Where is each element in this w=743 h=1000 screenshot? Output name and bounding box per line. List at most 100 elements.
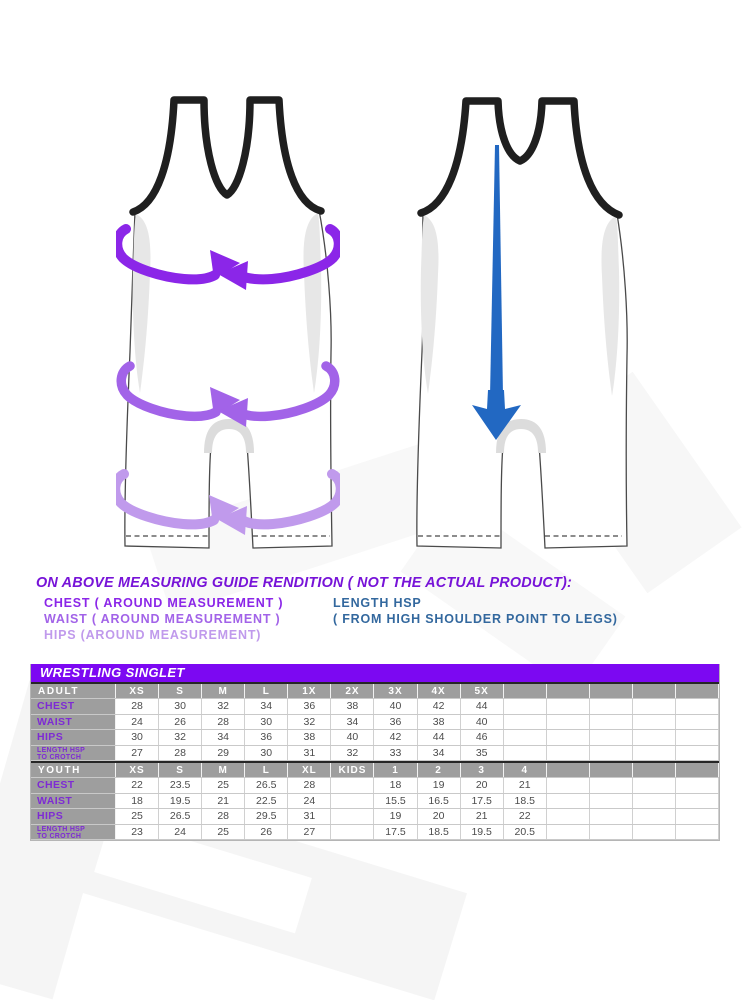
size-value-cell: 26.5 [245,778,289,793]
size-column-header: 2X [331,684,375,698]
size-column-header [676,684,720,698]
size-value-cell: 22.5 [245,793,289,808]
size-value-cell [547,714,590,729]
size-value-cell [633,714,677,729]
size-value-cell: 23.5 [159,778,203,793]
size-value-cell: 28 [202,809,246,824]
size-value-cell: 18 [374,778,418,793]
singlet-back-shade-left [420,215,439,394]
size-value-cell: 29 [202,745,246,760]
size-value-cell [590,778,633,793]
size-column-header [546,763,590,777]
measurement-label: CHEST [31,699,116,714]
size-value-cell: 32 [331,745,375,760]
size-value-cell [676,824,720,839]
size-value-cell: 20 [418,809,461,824]
size-value-cell: 27 [288,824,332,839]
size-value-cell: 31 [288,745,332,760]
section-header-row: ADULT XS S M L 1X 2X 3X 4X 5X [31,682,720,699]
measurement-label: LENGTH HSP TO CROTCH [31,745,116,760]
singlet-front-shade-left [132,214,151,393]
size-value-cell: 27 [116,745,160,760]
guide-heading: ON ABOVE MEASURING GUIDE RENDITION ( NOT… [36,574,572,591]
size-value-cell [676,699,720,714]
size-value-cell [504,699,547,714]
size-value-cell: 30 [245,745,289,760]
size-column-header: KIDS [331,763,375,777]
size-value-cell: 33 [374,745,418,760]
size-value-cell [633,809,677,824]
hips-legend-label: HIPS (AROUND MEASUREMENT) [44,628,262,642]
size-value-cell: 28 [202,714,246,729]
size-value-cell [547,745,590,760]
size-value-cell: 44 [418,730,461,745]
size-value-cell [547,793,590,808]
size-value-cell: 18.5 [418,824,461,839]
size-value-cell: 24 [288,793,332,808]
size-value-cell: 46 [461,730,504,745]
size-value-cell: 34 [418,745,461,760]
size-column-header [632,684,677,698]
size-value-cell [331,824,375,839]
size-value-cell [590,730,633,745]
size-value-cell: 40 [374,699,418,714]
size-column-header: 4X [417,684,461,698]
size-value-cell: 34 [331,714,375,729]
size-column-header: 4 [503,763,547,777]
size-value-cell [676,809,720,824]
singlet-back-diagram [416,97,628,549]
size-column-header: S [159,763,203,777]
size-column-header: 3 [460,763,504,777]
size-value-cell [676,745,720,760]
size-value-cell: 31 [288,809,332,824]
section-name: YOUTH [31,763,116,777]
size-value-cell: 24 [159,824,203,839]
singlet-front-diagram [116,96,340,549]
size-value-cell [676,778,720,793]
size-value-cell: 18 [116,793,160,808]
size-guide-page: { "colors": { "chest_arrow": "#8b26e8", … [30,96,720,841]
size-value-cell: 36 [374,714,418,729]
singlet-front-shade-right [303,213,322,393]
size-value-cell: 34 [202,730,246,745]
size-column-header: L [245,763,289,777]
size-value-cell: 40 [461,714,504,729]
size-value-cell [676,730,720,745]
size-column-header [503,684,547,698]
length-hsp-arrow [472,145,521,440]
size-column-header [589,763,633,777]
size-value-cell [633,778,677,793]
size-value-cell [331,809,375,824]
size-value-cell: 40 [331,730,375,745]
size-value-cell: 20.5 [504,824,547,839]
size-value-cell: 30 [245,714,289,729]
size-value-cell: 19 [418,778,461,793]
measurement-row: LENGTH HSP TO CROTCH 23 24 25 26 27 17.5 18.5 19… [31,824,720,840]
size-chart-title: WRESTLING SINGLET [31,664,719,682]
size-value-cell [504,745,547,760]
size-value-cell: 25 [202,824,246,839]
size-value-cell: 38 [331,699,375,714]
size-column-header [589,684,633,698]
size-value-cell: 38 [418,714,461,729]
size-value-cell [504,714,547,729]
size-value-cell: 26 [245,824,289,839]
size-value-cell: 42 [418,699,461,714]
singlet-back-body [416,100,628,549]
singlet-front-crotch-shade [204,419,254,453]
hips-measure-arrow [116,469,340,535]
measurement-label: HIPS [31,809,116,824]
size-value-cell: 17.5 [374,824,418,839]
size-value-cell: 42 [374,730,418,745]
measurement-row: CHEST 22 23.5 25 26.5 28 18 19 20 21 [31,778,720,794]
size-value-cell [633,730,677,745]
measurement-row: CHEST 28 30 32 34 36 38 40 42 44 [31,699,720,715]
measurement-row: HIPS 30 32 34 36 38 40 42 44 46 [31,730,720,746]
measurement-row: HIPS 25 26.5 28 29.5 31 19 20 21 22 [31,809,720,825]
waist-legend-label: WAIST ( AROUND MEASUREMENT ) [44,612,281,626]
size-column-header: XL [288,763,332,777]
size-value-cell [331,793,375,808]
measurement-label: WAIST [31,714,116,729]
size-value-cell: 29.5 [245,809,289,824]
size-value-cell [633,699,677,714]
